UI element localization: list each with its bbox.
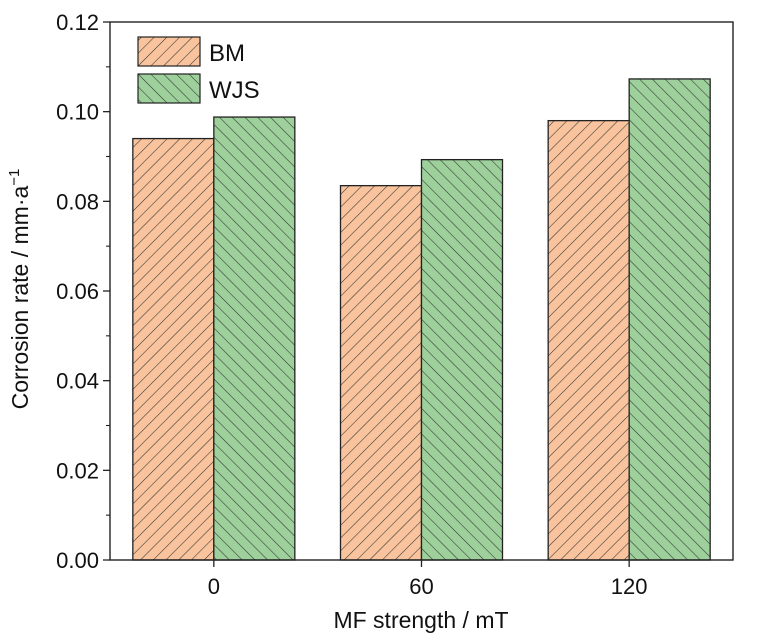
x-tick-label: 60 xyxy=(409,574,433,599)
legend-label-bm: BM xyxy=(209,40,245,67)
y-axis-label-exponent: −1 xyxy=(6,169,23,186)
plot-frame xyxy=(109,21,734,561)
y-tick-label: 0.00 xyxy=(56,548,99,573)
legend-swatch-bm xyxy=(137,36,201,67)
legend-label-wjs: WJS xyxy=(209,77,260,104)
y-tick-label: 0.12 xyxy=(56,10,99,35)
y-axis-label-text: Corrosion rate / mm·a xyxy=(7,186,33,410)
y-tick-label: 0.10 xyxy=(56,100,99,125)
bar-wjs-0 xyxy=(213,116,296,561)
x-tick-label: 120 xyxy=(611,574,648,599)
bar-bm-120 xyxy=(547,119,630,561)
y-tick-label: 0.04 xyxy=(56,369,99,394)
x-tick-label: 0 xyxy=(208,574,220,599)
x-axis-label: MF strength / mT xyxy=(333,607,508,633)
bar-bm-0 xyxy=(132,137,215,561)
bars-layer xyxy=(132,78,711,561)
y-tick-label: 0.02 xyxy=(56,458,99,483)
y-tick-label: 0.08 xyxy=(56,189,99,214)
bar-wjs-60 xyxy=(420,158,504,561)
y-tick-label: 0.06 xyxy=(56,279,99,304)
y-axis-label: Corrosion rate / mm·a−1 xyxy=(6,169,33,410)
legend: BM WJS xyxy=(137,36,260,104)
bar-wjs-120 xyxy=(628,78,711,561)
legend-swatch-wjs xyxy=(137,73,201,104)
axes-layer: 0 60 120 0.00 0.02 0.04 0.06 0.08 0.10 0.12 xyxy=(56,10,734,599)
bar-bm-60 xyxy=(339,184,423,561)
